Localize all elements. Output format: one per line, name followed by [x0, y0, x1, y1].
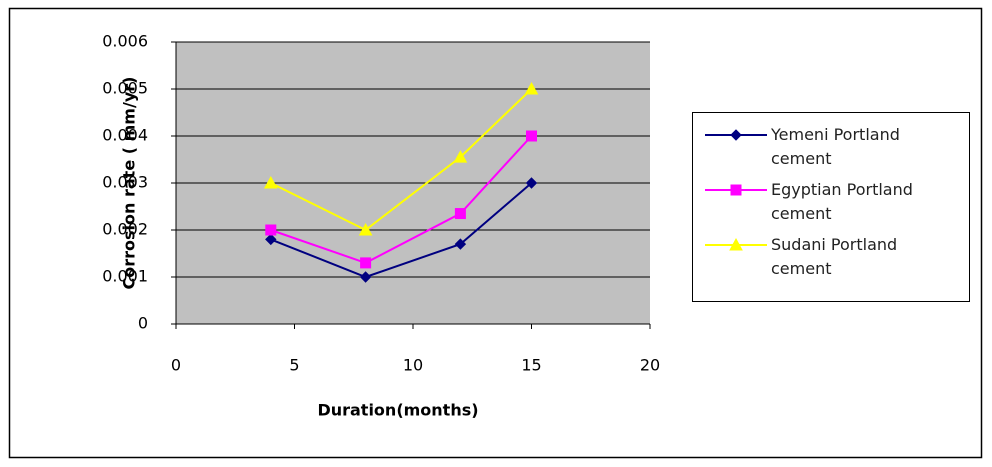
marker — [524, 81, 539, 95]
x-axis-title: Duration(months) — [317, 401, 478, 420]
marker — [265, 233, 277, 246]
marker — [525, 177, 538, 189]
series-line — [270, 135, 533, 264]
y-axis-title: Corrosion rate ( mm/yr) — [120, 77, 139, 290]
marker — [358, 222, 373, 236]
series-line — [270, 88, 533, 232]
y-tick-label: 0.003 — [102, 173, 148, 192]
y-tick-label: 0.006 — [102, 32, 148, 51]
legend-label: Egyptian Portland cement — [771, 180, 913, 223]
y-tick-label: 0.004 — [102, 126, 148, 145]
series-line — [270, 182, 533, 279]
legend-label: Sudani Portland cement — [771, 235, 898, 278]
marker — [453, 150, 468, 163]
y-tick-label: 0.001 — [102, 267, 148, 286]
y-tick-label: 0.005 — [102, 79, 148, 98]
y-tick-label: 0 — [138, 314, 148, 333]
legend-icon — [705, 184, 767, 196]
marker — [265, 224, 277, 236]
marker — [526, 130, 537, 142]
marker — [454, 238, 467, 250]
legend-icon — [705, 129, 767, 141]
marker — [360, 257, 372, 269]
y-tick-label: 0.002 — [102, 220, 148, 239]
marker — [263, 175, 278, 189]
chart-border — [8, 7, 983, 459]
legend-label: Yemeni Portland cement — [771, 125, 900, 168]
legend-entry: Sudani Portland cement — [701, 233, 969, 281]
legend-entry: Yemeni Portland cement — [701, 123, 969, 171]
x-tick-label: 20 — [640, 356, 660, 375]
x-tick-label: 10 — [403, 356, 423, 375]
legend-entry: Egyptian Portland cement — [701, 178, 969, 226]
x-tick-label: 0 — [171, 356, 181, 375]
x-tick-label: 5 — [289, 356, 299, 375]
x-tick-label: 15 — [521, 356, 541, 375]
legend-icon — [705, 237, 767, 251]
legend: Yemeni Portland cement Egyptian Portland … — [692, 112, 970, 302]
marker — [729, 237, 743, 251]
marker — [730, 129, 742, 141]
marker — [730, 184, 742, 196]
marker — [454, 208, 466, 220]
marker — [359, 271, 372, 283]
